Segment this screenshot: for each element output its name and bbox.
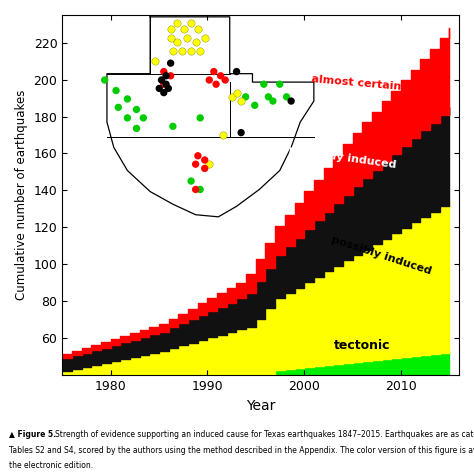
Point [196, 186, 204, 193]
Text: possibly induced: possibly induced [330, 234, 433, 276]
Point [181, 26, 188, 33]
Point [287, 97, 295, 105]
Point [101, 76, 109, 84]
Point [228, 93, 236, 101]
Point [264, 93, 272, 101]
Point [217, 72, 224, 80]
Point [194, 26, 202, 33]
Point [169, 123, 177, 130]
Point [237, 97, 245, 105]
Point [158, 76, 165, 84]
Point [164, 85, 172, 92]
Point [160, 80, 168, 88]
Point [210, 68, 218, 76]
Point [133, 105, 140, 113]
Point [173, 19, 181, 27]
Point [212, 80, 220, 88]
Point [221, 76, 229, 84]
Point [112, 87, 120, 95]
Point [251, 102, 258, 109]
Point [155, 85, 163, 92]
Point [233, 89, 240, 96]
Point [151, 57, 158, 65]
Point [201, 156, 209, 164]
Point [167, 59, 174, 67]
Text: probably induced: probably induced [289, 145, 397, 170]
Point [242, 93, 249, 101]
Point [219, 131, 227, 139]
Point [187, 177, 195, 185]
Point [160, 89, 168, 96]
Point [133, 124, 140, 132]
Point [183, 34, 191, 42]
Point [167, 34, 174, 42]
Point [205, 76, 213, 84]
Point [276, 80, 283, 88]
Text: the electronic edition.: the electronic edition. [9, 461, 93, 470]
Text: ▲ Figure 5.: ▲ Figure 5. [9, 430, 56, 439]
Point [162, 80, 170, 88]
Point [237, 129, 245, 136]
Text: Strength of evidence supporting an induced cause for Texas earthquakes 1847–2015: Strength of evidence supporting an induc… [55, 430, 474, 439]
Point [160, 68, 168, 76]
Point [192, 38, 200, 46]
Point [201, 165, 209, 172]
Point [205, 161, 213, 168]
Point [167, 72, 174, 80]
Point [201, 34, 209, 42]
Text: almost certainly: almost certainly [311, 74, 413, 93]
Point [178, 47, 186, 54]
Point [169, 47, 177, 54]
Point [139, 114, 147, 122]
Point [283, 93, 291, 101]
Point [192, 161, 200, 168]
Point [196, 47, 204, 54]
Point [115, 104, 122, 111]
Point [187, 47, 195, 54]
Point [187, 19, 195, 27]
X-axis label: Year: Year [246, 399, 275, 412]
Point [269, 97, 277, 105]
Point [233, 68, 240, 76]
Point [162, 72, 170, 80]
Point [260, 80, 268, 88]
Point [124, 95, 131, 103]
Point [167, 26, 174, 33]
Point [194, 152, 202, 160]
Point [196, 114, 204, 122]
Text: tectonic: tectonic [334, 339, 391, 352]
Text: Tables S2 and S4, scored by the authors using the method described in the Append: Tables S2 and S4, scored by the authors … [9, 446, 474, 455]
Point [173, 38, 181, 46]
Point [192, 186, 200, 193]
Point [124, 114, 131, 122]
Y-axis label: Cumulative number of earthquakes: Cumulative number of earthquakes [15, 90, 28, 300]
